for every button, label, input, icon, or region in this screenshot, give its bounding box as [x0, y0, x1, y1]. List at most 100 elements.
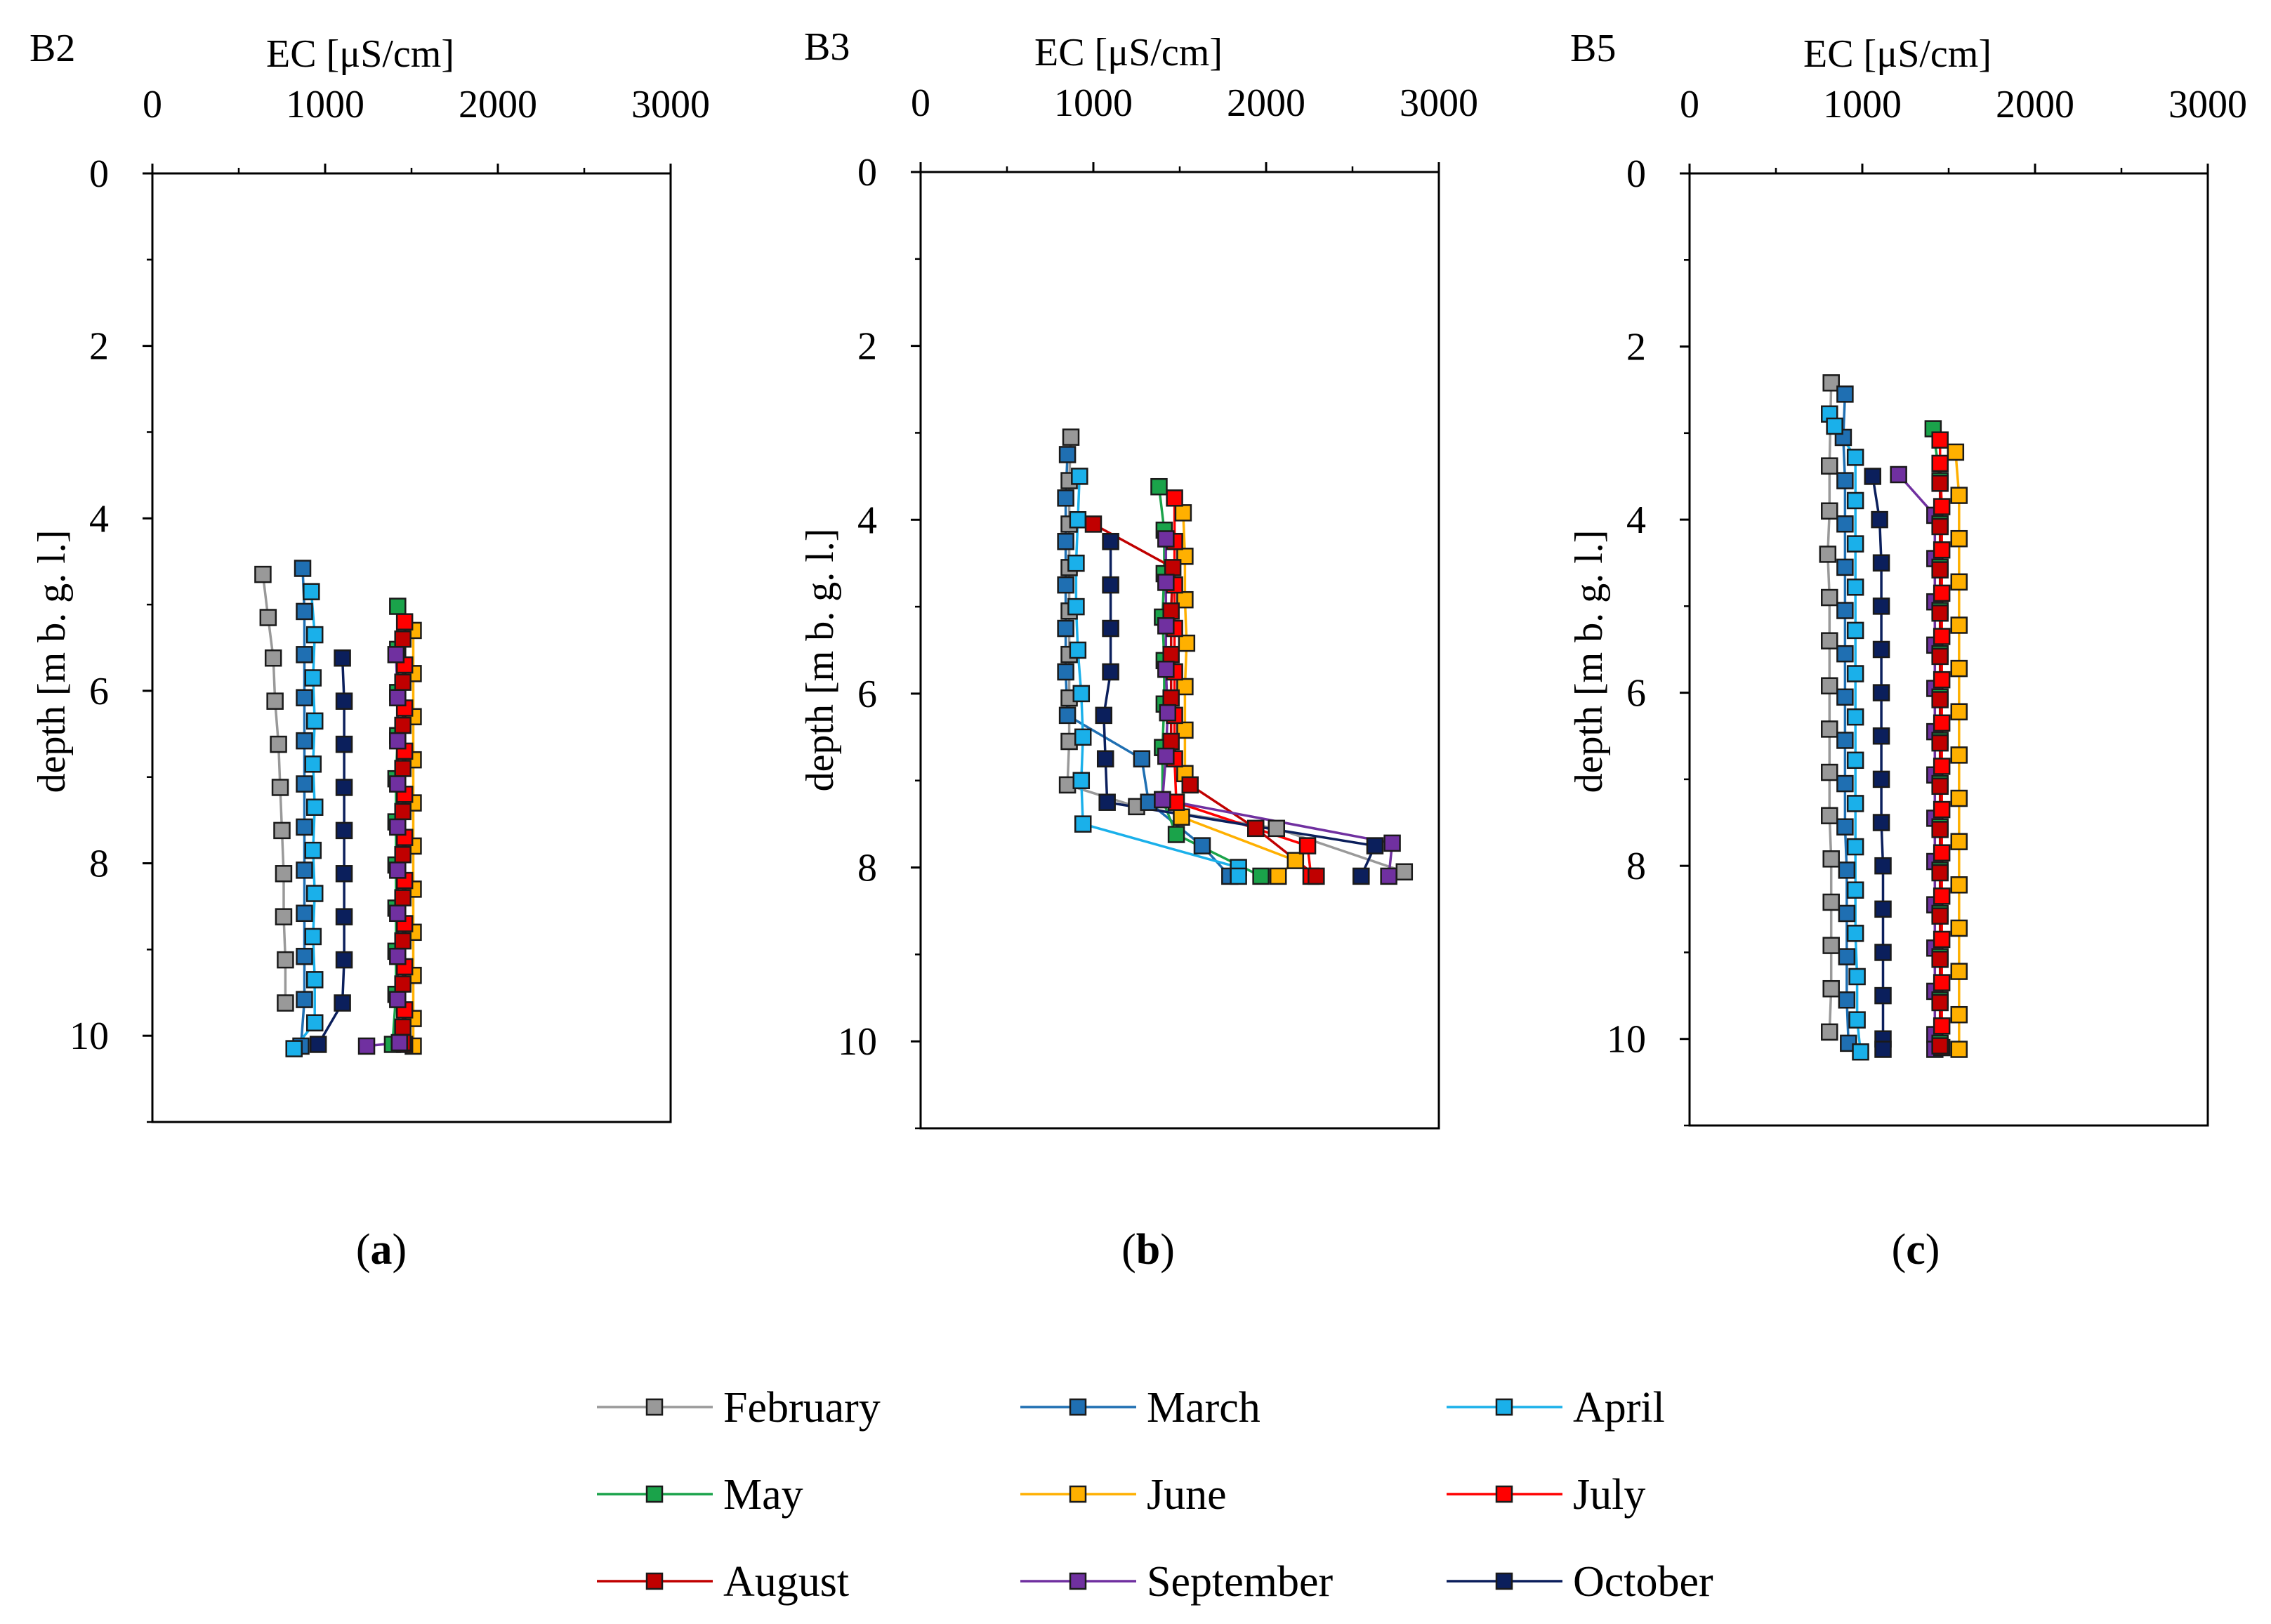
- data-point-feb: [1395, 863, 1414, 880]
- data-point-apr: [1846, 925, 1864, 942]
- data-point-jul: [1933, 974, 1951, 991]
- x-tick-label: 1000: [286, 83, 364, 126]
- data-point-apr: [1069, 511, 1087, 529]
- data-point-feb: [1821, 807, 1838, 824]
- data-point-mar: [1836, 732, 1854, 749]
- data-point-sep: [389, 904, 407, 923]
- data-point-apr: [1846, 535, 1864, 553]
- data-point-aug: [394, 889, 412, 906]
- data-point-aug: [1931, 821, 1949, 838]
- legend: February March April May June July August Septe…: [597, 1384, 1713, 1606]
- data-point-oct: [1102, 663, 1119, 681]
- legend-label: October: [1573, 1558, 1713, 1606]
- subfigure-letter: a: [371, 1226, 393, 1274]
- data-point-oct: [335, 735, 353, 753]
- data-point-aug: [1181, 776, 1199, 794]
- data-point-oct: [335, 692, 353, 710]
- data-point-sep: [1380, 867, 1397, 885]
- y-tick-label: 4: [89, 497, 109, 541]
- data-point-apr: [1072, 685, 1091, 703]
- data-point-sep: [389, 861, 407, 879]
- panel-b3: 0 1000 2000 3000 0 2 4 6 8 10 EC [μS/cm] depth [m b…: [798, 25, 1478, 1274]
- data-point-jun: [1950, 573, 1968, 591]
- data-point-mar: [1836, 602, 1854, 619]
- data-point-jul: [1166, 489, 1183, 507]
- data-point-may: [1252, 867, 1270, 885]
- data-point-jul: [1931, 454, 1949, 473]
- data-point-aug: [394, 975, 412, 993]
- paren-open: (: [1892, 1226, 1907, 1274]
- data-point-apr: [1846, 621, 1864, 640]
- x-tick-label: 2000: [1227, 81, 1305, 125]
- data-point-feb: [1821, 763, 1838, 781]
- legend-marker: [1495, 1485, 1513, 1503]
- panel-b2: 0 1000 2000 3000 0 2 4 6 8 10 EC [μS/cm] depth [m b…: [29, 27, 710, 1274]
- data-point-feb: [1821, 632, 1838, 649]
- subfigure-label: (a): [356, 1226, 407, 1274]
- legend-label: April: [1573, 1384, 1665, 1432]
- x-tick-label: 1000: [1823, 83, 1902, 126]
- data-point-aug: [1084, 515, 1102, 533]
- legend-item-mar: March: [1020, 1384, 1260, 1432]
- data-point-aug: [1162, 602, 1180, 620]
- data-point-mar: [1058, 706, 1077, 725]
- data-point-mar: [1057, 532, 1074, 550]
- series-line-oct: [317, 658, 345, 1045]
- data-point-apr: [1846, 491, 1864, 510]
- data-point-apr: [305, 626, 324, 644]
- data-point-feb: [1822, 893, 1840, 911]
- y-tick-label: 2: [89, 325, 109, 369]
- paren-open: (: [1121, 1226, 1136, 1274]
- data-point-apr: [305, 1014, 324, 1032]
- legend-item-jun: June: [1020, 1471, 1227, 1519]
- data-point-mar: [1836, 688, 1854, 706]
- data-point-feb: [1821, 720, 1838, 738]
- data-point-jul: [1933, 714, 1951, 732]
- legend-item-may: May: [597, 1471, 803, 1519]
- data-point-sep: [390, 1034, 409, 1052]
- legend-marker: [645, 1572, 664, 1590]
- legend-marker: [1069, 1572, 1087, 1590]
- data-point-aug: [394, 846, 412, 864]
- data-point-feb: [1821, 588, 1838, 607]
- data-point-oct: [1102, 576, 1119, 594]
- data-point-mar: [1193, 837, 1211, 854]
- data-point-oct: [335, 821, 353, 840]
- legend-item-sep: September: [1020, 1558, 1333, 1606]
- data-point-apr: [1846, 449, 1864, 466]
- data-point-jul: [1931, 431, 1949, 449]
- y-tick-label: 0: [1626, 152, 1646, 196]
- data-point-feb: [1821, 502, 1838, 520]
- data-point-aug: [1931, 777, 1949, 796]
- data-point-jun: [1174, 504, 1192, 522]
- data-point-oct: [1095, 706, 1113, 725]
- data-point-aug: [1931, 951, 1949, 968]
- data-point-aug: [1931, 647, 1949, 666]
- series-line-oct: [1102, 541, 1377, 877]
- data-point-apr: [304, 927, 322, 946]
- data-point-jun: [1176, 678, 1194, 696]
- data-point-aug: [1162, 732, 1180, 751]
- data-point-feb: [1821, 1023, 1838, 1041]
- data-point-feb: [1822, 979, 1840, 998]
- data-point-oct: [1871, 510, 1888, 529]
- y-tick-label: 0: [857, 151, 877, 194]
- data-point-feb: [1821, 457, 1838, 475]
- data-point-jul: [1933, 498, 1951, 515]
- x-axis: 0 1000 2000 3000: [143, 83, 710, 173]
- data-point-apr: [1067, 598, 1085, 616]
- paren-close: ): [393, 1226, 407, 1274]
- data-point-oct: [1872, 640, 1890, 659]
- legend-item-oct: October: [1447, 1558, 1713, 1606]
- data-point-aug: [1931, 475, 1949, 492]
- subfigure-letter: c: [1906, 1226, 1926, 1274]
- data-point-jun: [1950, 529, 1968, 548]
- data-point-mar: [1836, 515, 1854, 533]
- legend-marker: [645, 1485, 664, 1503]
- y-tick-label: 2: [857, 325, 877, 369]
- y-tick-label: 10: [70, 1015, 109, 1058]
- data-point-oct: [1102, 532, 1119, 550]
- x-tick-label: 2000: [459, 83, 537, 126]
- panel-b5: 0 1000 2000 3000 0 2 4 6 8 10 EC [μS/cm] depth [m b…: [1567, 27, 2247, 1274]
